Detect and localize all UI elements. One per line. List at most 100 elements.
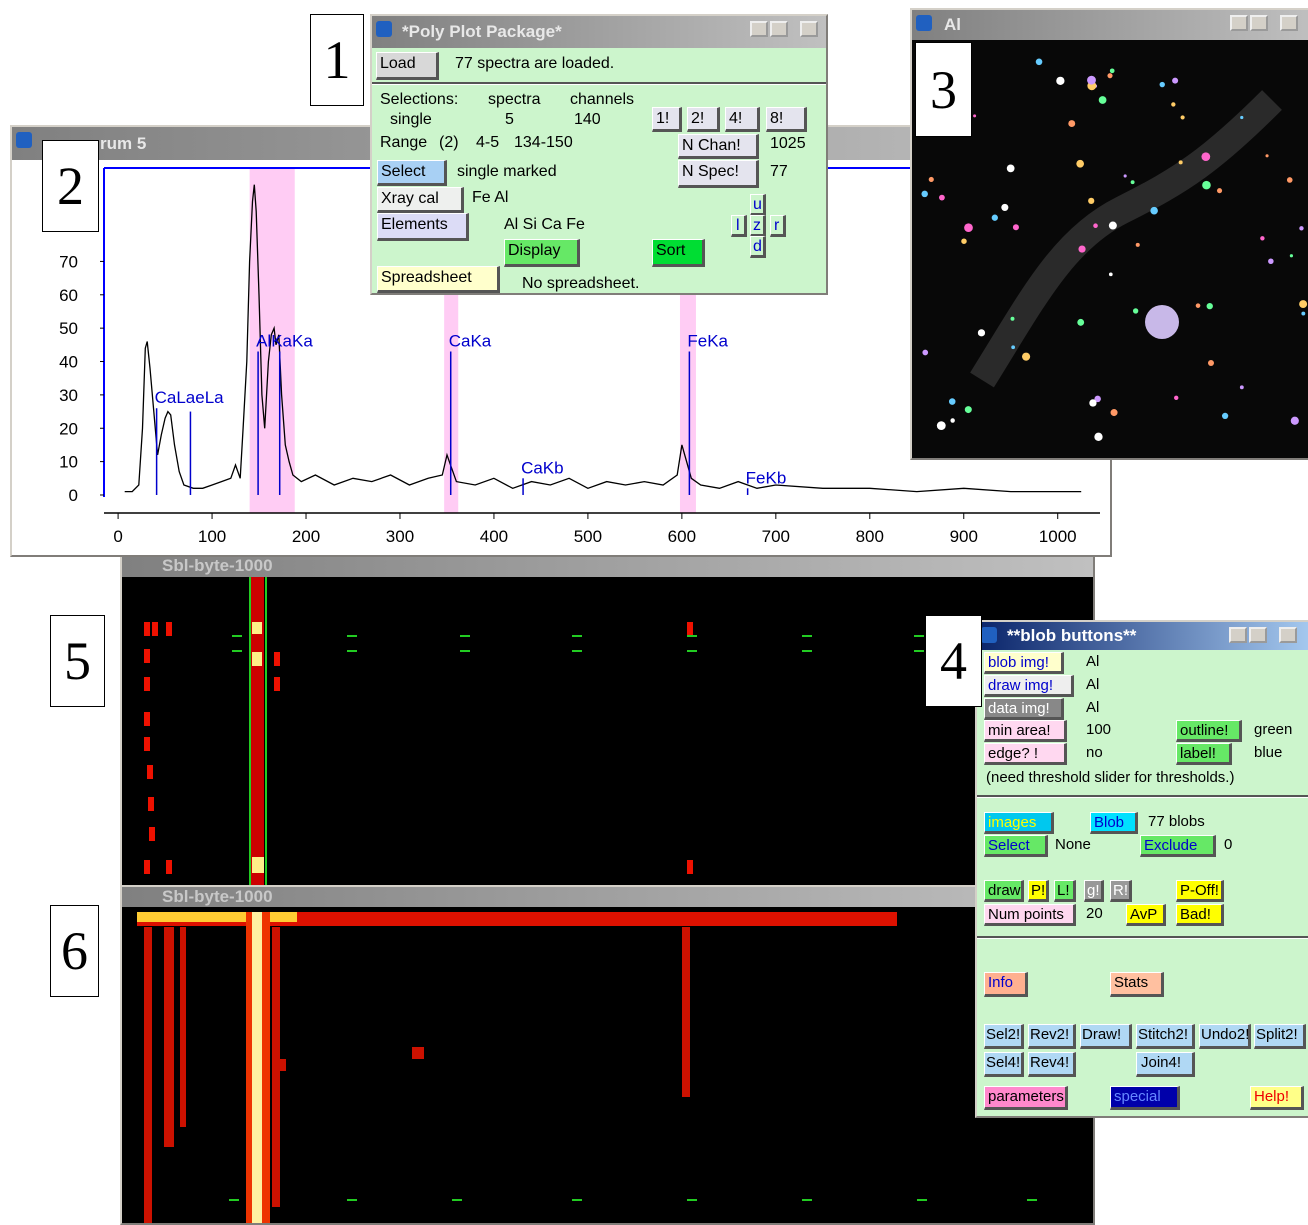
data-img-button[interactable]: data img! xyxy=(984,698,1064,720)
images-button[interactable]: images xyxy=(984,812,1054,834)
image-particle xyxy=(1171,102,1176,107)
window-title: Al xyxy=(944,15,961,34)
image-particle xyxy=(1001,203,1009,211)
map-pixel xyxy=(687,622,693,636)
p-off-button[interactable]: P-Off! xyxy=(1176,880,1224,902)
map-pixel xyxy=(144,622,150,636)
close-button[interactable] xyxy=(800,21,818,37)
x-tick-label: 900 xyxy=(950,527,978,546)
multiplier-button[interactable]: 1! xyxy=(652,107,682,132)
p-button[interactable]: P! xyxy=(1028,880,1049,902)
minimize-button[interactable] xyxy=(1229,627,1247,643)
map-dash xyxy=(229,1199,239,1201)
undo2-button[interactable]: Undo2! xyxy=(1199,1024,1251,1049)
maximize-button[interactable] xyxy=(1249,627,1267,643)
multiplier-button[interactable]: 8! xyxy=(766,107,807,132)
rev4-button[interactable]: Rev4! xyxy=(1028,1052,1076,1077)
r-button[interactable]: R! xyxy=(1110,880,1132,902)
figure-label: 3 xyxy=(915,42,972,137)
nav-zoom-button[interactable]: z xyxy=(750,215,766,237)
image-particle xyxy=(1123,174,1127,178)
label-button[interactable]: label! xyxy=(1176,743,1232,765)
image-particle xyxy=(1239,385,1244,390)
image-particle xyxy=(1174,395,1179,401)
parameters-button[interactable]: parameters xyxy=(984,1086,1068,1110)
element-label: CaKb xyxy=(521,458,564,477)
join4-button[interactable]: Join4! xyxy=(1136,1052,1195,1077)
select-button[interactable]: Select xyxy=(377,160,447,186)
nav-down-button[interactable]: d xyxy=(750,236,766,258)
n-chan-value: 1025 xyxy=(770,135,806,152)
nav-right-button[interactable]: r xyxy=(770,215,786,237)
data-img-value: Al xyxy=(1086,699,1100,716)
sort-button[interactable]: Sort xyxy=(652,239,705,267)
blob-count: 77 blobs xyxy=(1148,813,1205,830)
x-tick-label: 1000 xyxy=(1039,527,1077,546)
map-dash xyxy=(347,635,357,637)
selections-label: Selections: xyxy=(380,91,459,108)
draw-img-button[interactable]: draw img! xyxy=(984,675,1074,697)
map-pixel xyxy=(274,652,280,666)
avp-button[interactable]: AvP xyxy=(1126,904,1166,926)
l-button[interactable]: L! xyxy=(1054,880,1076,902)
close-button[interactable] xyxy=(1280,15,1298,31)
minimize-button[interactable] xyxy=(750,21,768,37)
y-tick-label: 70 xyxy=(59,252,78,271)
nav-up-button[interactable]: u xyxy=(750,194,766,216)
map-column xyxy=(252,912,262,1223)
exclude-button[interactable]: Exclude xyxy=(1140,835,1216,857)
rev2-button[interactable]: Rev2! xyxy=(1028,1024,1076,1049)
num-points-button[interactable]: Num points xyxy=(984,904,1076,926)
map-pixel xyxy=(147,765,153,779)
multiplier-button[interactable]: 2! xyxy=(687,107,720,132)
image-particle xyxy=(1035,58,1043,66)
draw2-button[interactable]: Draw! xyxy=(1080,1024,1132,1049)
maximize-button[interactable] xyxy=(1250,15,1268,31)
y-tick-label: 30 xyxy=(59,386,78,405)
nav-left-button[interactable]: l xyxy=(731,215,747,237)
x-tick-label: 500 xyxy=(574,527,602,546)
info-button[interactable]: Info xyxy=(984,972,1028,997)
n-spec-button[interactable]: N Spec! xyxy=(678,160,759,188)
help-button[interactable]: Help! xyxy=(1250,1086,1304,1110)
y-tick-label: 10 xyxy=(59,453,78,472)
split2-button[interactable]: Split2! xyxy=(1254,1024,1306,1049)
xray-cal-button[interactable]: Xray cal xyxy=(377,187,464,213)
multiplier-button[interactable]: 4! xyxy=(725,107,760,132)
image-particle xyxy=(950,418,955,423)
image-particle xyxy=(1195,303,1201,308)
close-button[interactable] xyxy=(1279,627,1297,643)
maximize-button[interactable] xyxy=(770,21,788,37)
image-particle xyxy=(1178,160,1183,165)
window-title: Sbl-byte-1000 xyxy=(162,556,273,575)
sel2-button[interactable]: Sel2! xyxy=(984,1024,1024,1049)
special-button[interactable]: special xyxy=(1110,1086,1180,1110)
minimize-button[interactable] xyxy=(1230,15,1248,31)
edge-button[interactable]: edge? ! xyxy=(984,743,1067,765)
edge-value: no xyxy=(1086,744,1103,761)
select-button[interactable]: Select xyxy=(984,835,1048,857)
image-particle xyxy=(1172,77,1179,84)
elements-button[interactable]: Elements xyxy=(377,213,469,241)
outline-button[interactable]: outline! xyxy=(1176,720,1242,742)
image-particle xyxy=(973,114,977,118)
display-button[interactable]: Display xyxy=(504,239,580,267)
separator xyxy=(372,82,826,85)
image-particle xyxy=(921,190,928,198)
spreadsheet-button[interactable]: Spreadsheet xyxy=(377,266,500,293)
g-button[interactable]: g! xyxy=(1084,880,1104,902)
bad-button[interactable]: Bad! xyxy=(1176,904,1224,926)
load-button[interactable]: Load xyxy=(376,52,439,80)
blob-img-button[interactable]: blob img! xyxy=(984,652,1064,674)
min-area-button[interactable]: min area! xyxy=(984,720,1067,742)
element-map-image xyxy=(912,40,1308,458)
blob-button[interactable]: Blob xyxy=(1090,812,1138,834)
sel4-button[interactable]: Sel4! xyxy=(984,1052,1024,1077)
image-particle xyxy=(1109,68,1115,74)
stitch2-button[interactable]: Stitch2! xyxy=(1136,1024,1195,1049)
n-chan-button[interactable]: N Chan! xyxy=(678,134,759,159)
stats-button[interactable]: Stats xyxy=(1110,972,1164,997)
draw-button[interactable]: draw xyxy=(984,880,1024,902)
map-hotspot xyxy=(252,652,262,666)
